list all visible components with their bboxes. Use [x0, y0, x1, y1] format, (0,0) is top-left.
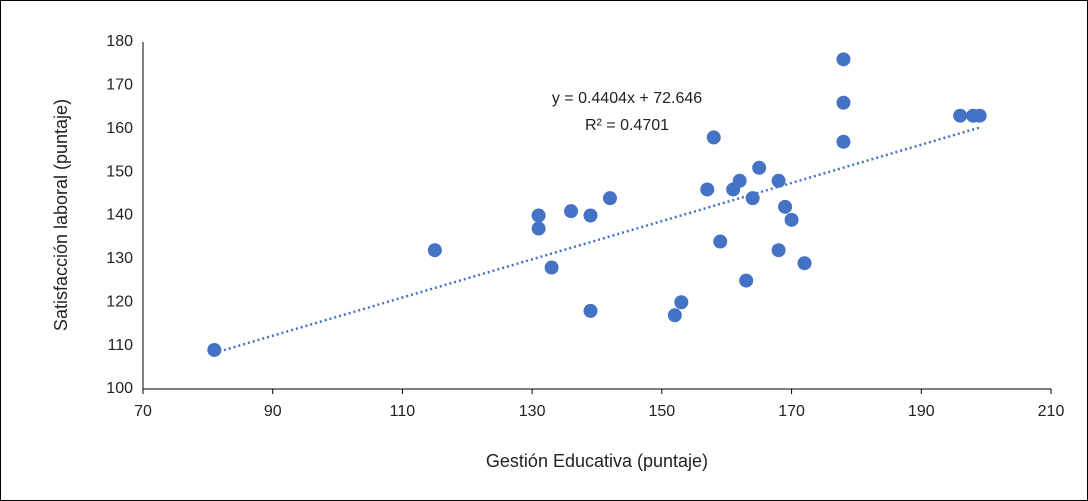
- point: [771, 173, 786, 188]
- point: [700, 182, 715, 197]
- x-tick-label: 110: [390, 403, 416, 420]
- y-axis-title: Satisfacción laboral (puntaje): [51, 99, 71, 331]
- point: [713, 234, 728, 249]
- y-tick-label: 160: [106, 120, 133, 137]
- point: [602, 191, 617, 206]
- x-tick-label: 90: [264, 403, 282, 420]
- y-tick-label: 110: [107, 337, 133, 354]
- point: [583, 208, 598, 223]
- point: [739, 273, 754, 288]
- point: [667, 308, 682, 323]
- x-tick-label: 210: [1038, 403, 1065, 420]
- y-tick-label: 170: [106, 77, 133, 94]
- point: [732, 173, 747, 188]
- x-tick-label: 70: [134, 403, 152, 420]
- point: [972, 108, 987, 123]
- point: [531, 208, 546, 223]
- x-axis-title: Gestión Educativa (puntaje): [486, 451, 708, 471]
- x-tick-label: 170: [778, 403, 805, 420]
- point: [836, 52, 851, 67]
- point: [706, 130, 721, 145]
- point: [427, 243, 442, 258]
- point: [784, 212, 799, 227]
- y-tick-label: 120: [106, 293, 133, 310]
- x-tick-label: 130: [519, 403, 546, 420]
- point: [207, 342, 222, 357]
- point: [836, 95, 851, 110]
- x-tick-label: 190: [908, 403, 935, 420]
- point: [752, 160, 767, 175]
- point: [531, 221, 546, 236]
- y-tick-label: 150: [106, 163, 133, 180]
- point: [745, 191, 760, 206]
- y-tick-label: 140: [106, 207, 133, 224]
- point: [771, 243, 786, 258]
- y-tick-label: 180: [106, 33, 133, 50]
- trend-equation: y = 0.4404x + 72.646: [552, 90, 702, 107]
- point: [564, 204, 579, 219]
- y-tick-label: 130: [106, 250, 133, 267]
- trend-r2: R² = 0.4701: [585, 117, 669, 134]
- point: [836, 134, 851, 149]
- point: [778, 199, 793, 214]
- point: [953, 108, 968, 123]
- point: [544, 260, 559, 275]
- point: [797, 256, 812, 271]
- x-tick-label: 150: [649, 403, 676, 420]
- point: [583, 303, 598, 318]
- point: [674, 295, 689, 310]
- y-tick-label: 100: [106, 380, 133, 397]
